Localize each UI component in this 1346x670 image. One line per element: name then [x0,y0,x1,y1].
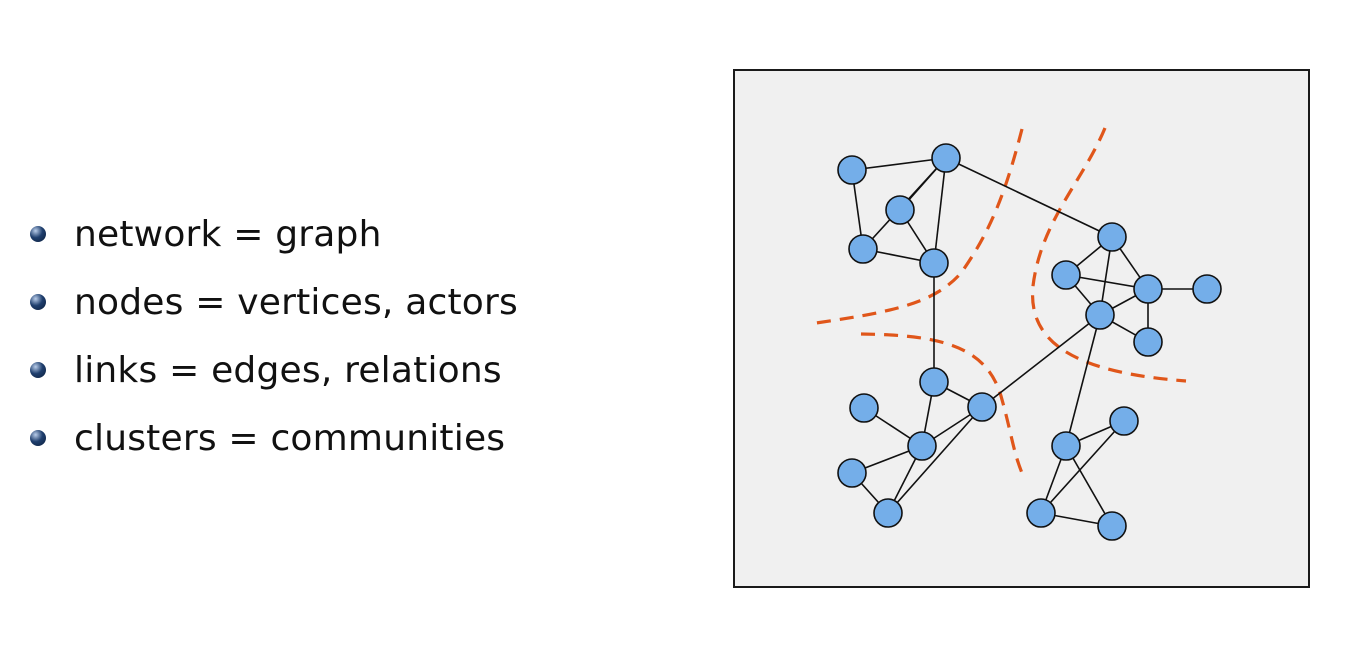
graph-node [1085,300,1115,330]
graph-node [849,393,879,423]
graph-edge [981,314,1101,408]
graph-edge [945,157,1113,238]
graph-edge [933,157,947,264]
graph-node [1026,498,1056,528]
bullet-item: links = edges, relations [30,336,518,404]
bullet-dot-icon [30,430,46,446]
graph-node [907,431,937,461]
graph-node [1051,260,1081,290]
cluster-boundary-line [860,332,1024,474]
bullet-dot-icon [30,362,46,378]
graph-node [1192,274,1222,304]
graph-node [1133,274,1163,304]
bullet-item: clusters = communities [30,404,518,472]
graph-node [1097,222,1127,252]
graph-node [919,367,949,397]
graph-node [1109,406,1139,436]
bullet-dot-icon [30,226,46,242]
graph-edge [887,406,983,514]
cluster-boundary-line [1030,127,1187,383]
graph-edge [1065,314,1101,447]
bullet-text: network = graph [74,213,382,255]
graph-node [837,155,867,185]
bullet-dot-icon [30,294,46,310]
graph-node [837,458,867,488]
network-graph [815,127,1222,541]
bullet-item: network = graph [30,200,518,268]
graph-node [1097,511,1127,541]
graph-node [885,195,915,225]
graph-edge [851,157,947,171]
graph-node [931,143,961,173]
bullet-text: clusters = communities [74,417,506,459]
network-diagram-panel [733,69,1310,588]
cluster-boundaries [815,127,1187,474]
graph-node [919,248,949,278]
nodes [837,143,1222,541]
graph-node [967,392,997,422]
graph-node [873,498,903,528]
graph-node [848,234,878,264]
bullet-list: network = graph nodes = vertices, actors… [30,200,518,472]
bullet-text: links = edges, relations [74,349,502,391]
cluster-boundary-line [815,128,1024,325]
graph-edge [1040,420,1125,514]
graph-edge [1065,445,1113,527]
graph-node [1051,431,1081,461]
bullet-item: nodes = vertices, actors [30,268,518,336]
graph-node [1133,327,1163,357]
bullet-text: nodes = vertices, actors [74,281,518,323]
